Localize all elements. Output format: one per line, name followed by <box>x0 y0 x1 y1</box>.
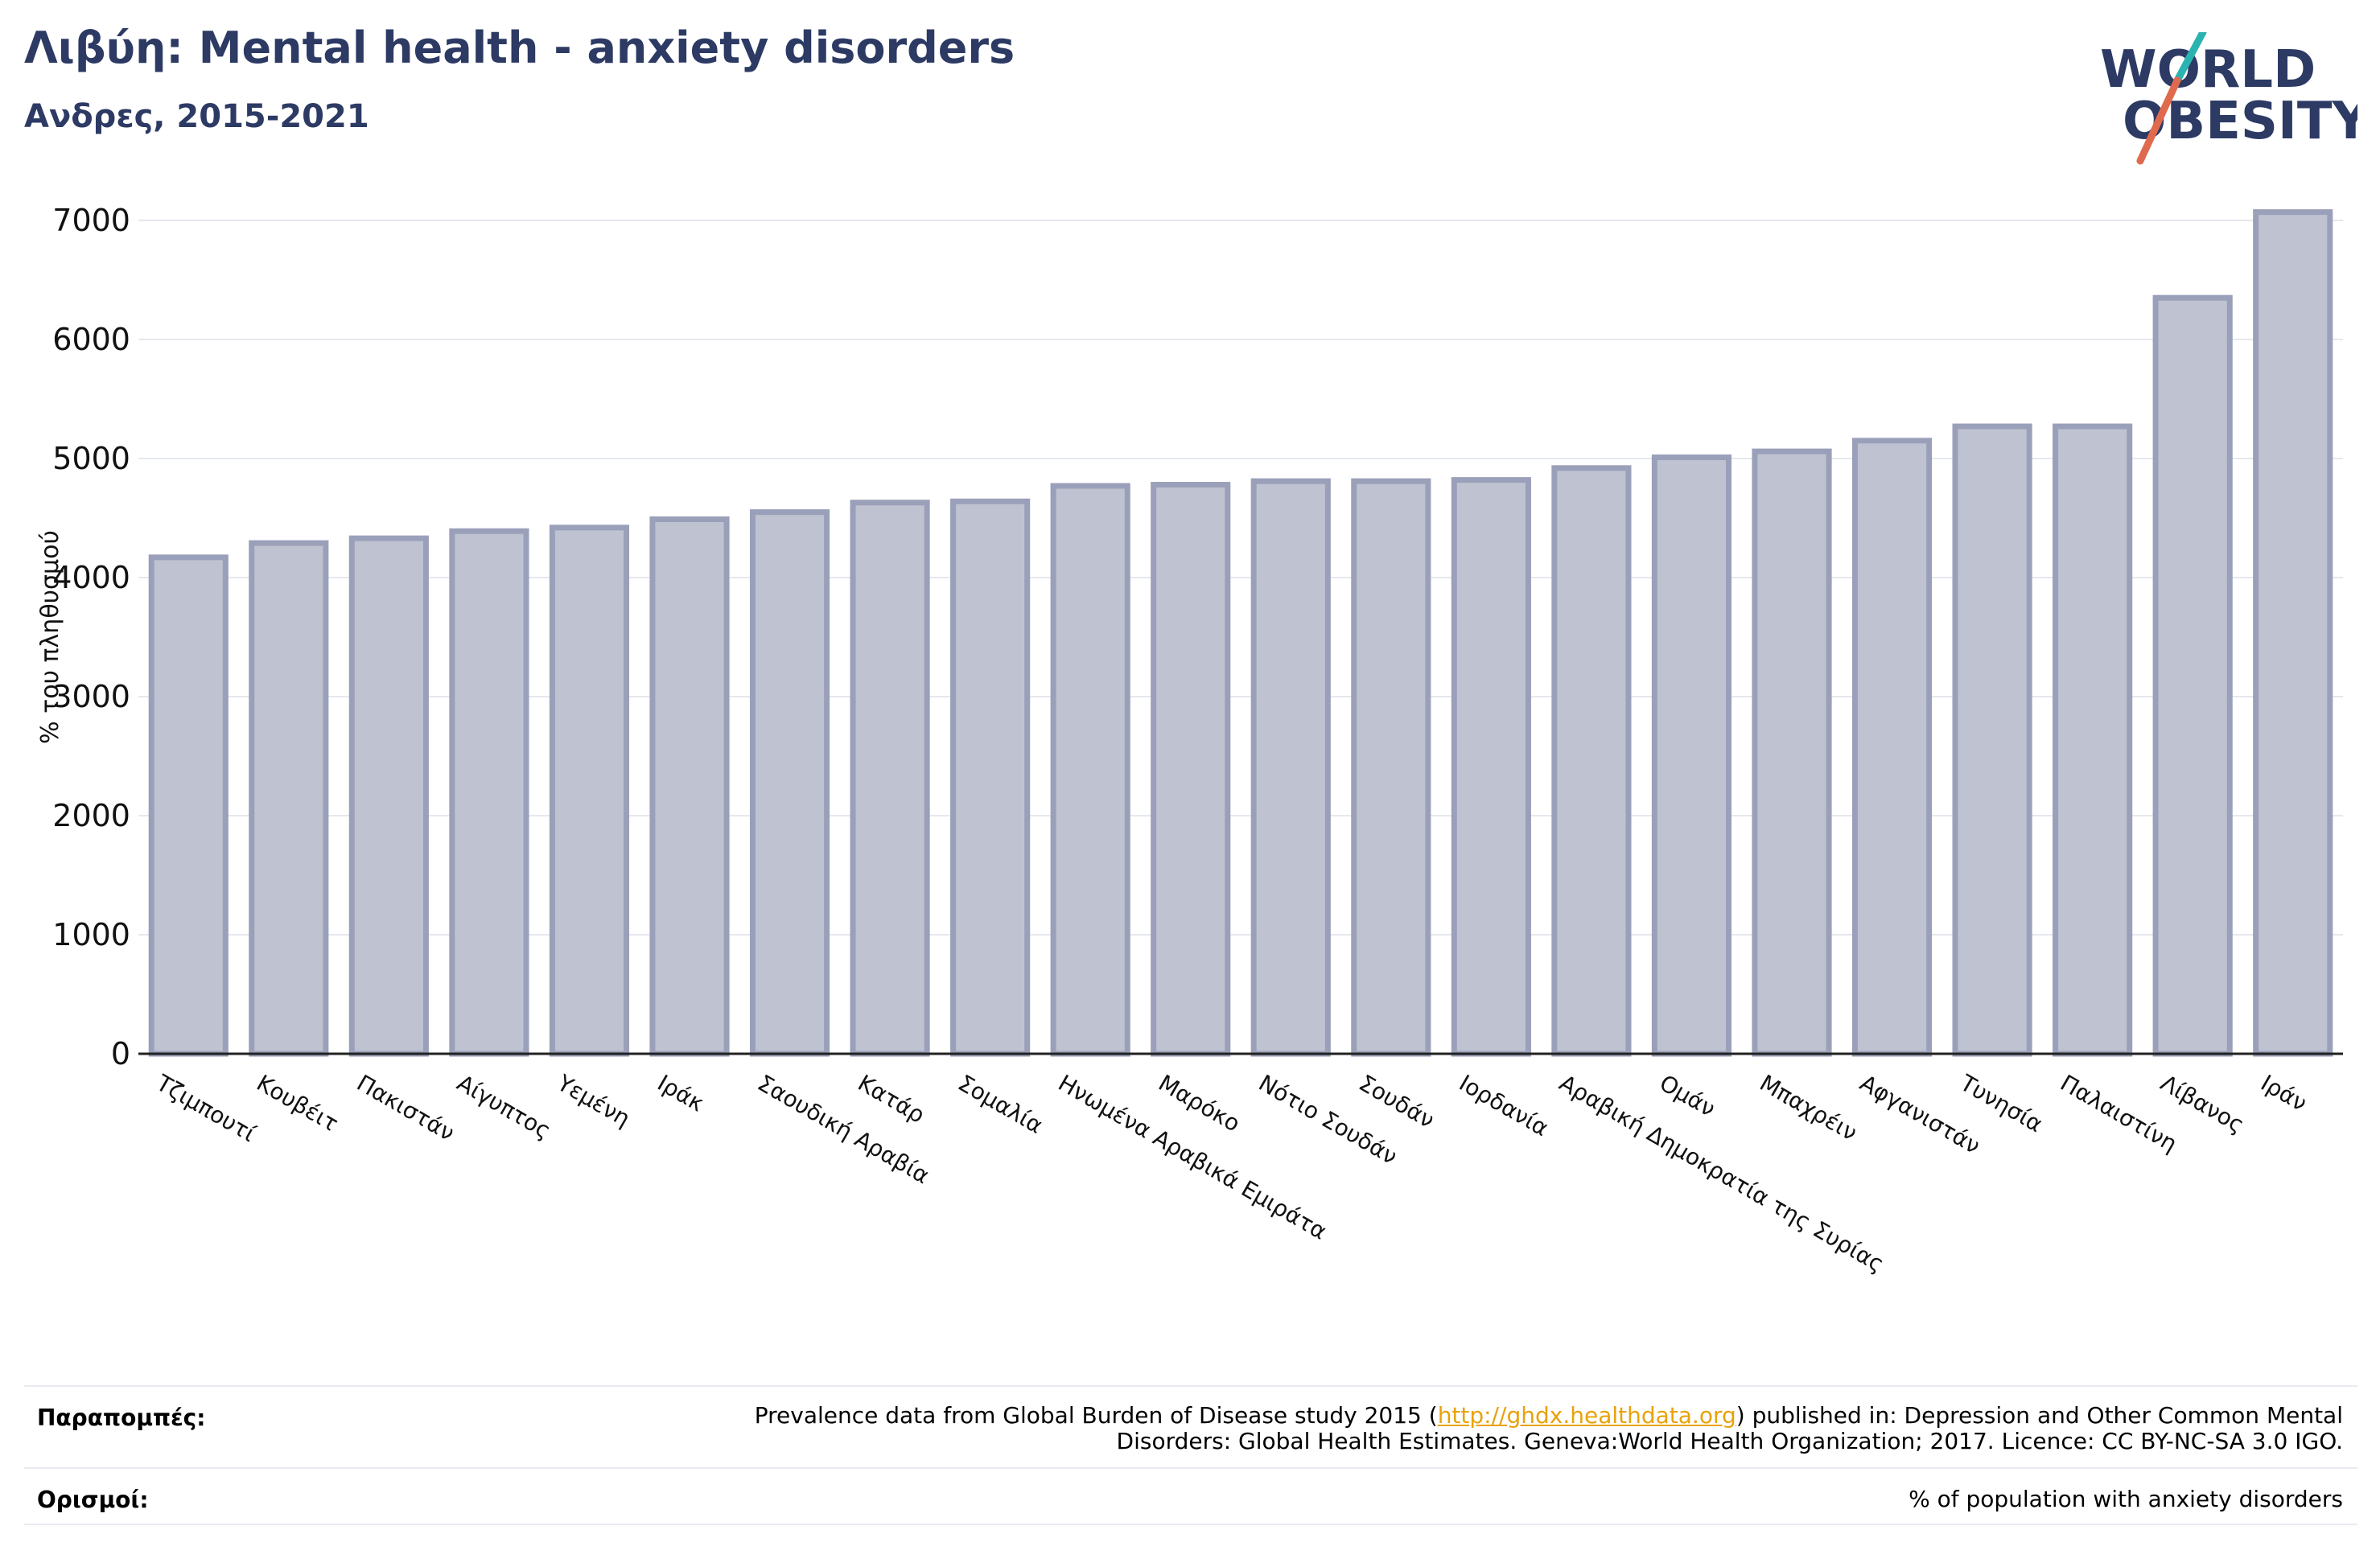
references-text-line2: Disorders: Global Health Estimates. Gene… <box>1116 1428 2343 1454</box>
bar <box>449 528 529 1057</box>
bar <box>1151 482 1231 1057</box>
bar <box>549 524 630 1057</box>
x-tick-label: Σουδάν <box>1354 1069 1439 1133</box>
bar <box>1250 478 1331 1057</box>
references-text-after: ) published in: Depression and Other Com… <box>1736 1402 2343 1429</box>
footer-divider-mid <box>24 1467 2357 1469</box>
bar <box>649 516 730 1057</box>
bar-chart: 0 1000 2000 3000 4000 5000 6000 7000 % του πληθυ… <box>36 203 2343 1277</box>
bar <box>2152 294 2233 1057</box>
footer-divider-bottom <box>24 1524 2357 1525</box>
chart-subtitle: Ανδρες, 2015-2021 <box>24 98 369 135</box>
logo-line1: WORLD <box>2100 40 2316 100</box>
y-tick-label: 2000 <box>52 798 130 833</box>
x-tick-label: Ιράν <box>2256 1069 2312 1117</box>
definitions-label: Ορισμοί: <box>37 1487 149 1513</box>
x-tick-label: Πακιστάν <box>352 1069 459 1146</box>
x-tick-label: Σομαλία <box>953 1069 1048 1138</box>
y-tick-label: 4000 <box>52 560 130 595</box>
bar <box>1651 454 1732 1057</box>
x-tick-label: Τζιμπουτί <box>151 1069 261 1147</box>
y-tick-label: 5000 <box>52 441 130 476</box>
footer-divider-top <box>24 1385 2357 1387</box>
y-tick-label: 3000 <box>52 679 130 714</box>
references-text-before: Prevalence data from Global Burden of Di… <box>754 1402 1438 1429</box>
bar <box>1351 478 1431 1057</box>
y-tick-label: 6000 <box>52 322 130 357</box>
definitions-text: % of population with anxiety disorders <box>1909 1486 2343 1512</box>
logo-slash-bottom <box>2136 76 2181 165</box>
y-tick-label: 0 <box>111 1036 130 1071</box>
bar <box>1851 438 1933 1057</box>
world-obesity-logo: WORLD OBESITY <box>2100 32 2357 165</box>
x-tick-label: Κουβέιτ <box>252 1069 343 1137</box>
y-axis-label: % του πληθυσμού <box>36 530 64 744</box>
x-tick-label: Ιράκ <box>653 1069 709 1117</box>
x-tick-label: Κατάρ <box>854 1069 929 1129</box>
references-link[interactable]: http://ghdx.healthdata.org <box>1437 1402 1736 1429</box>
x-tick-label: Ιορδανία <box>1455 1069 1553 1141</box>
bar <box>749 509 830 1057</box>
bar <box>1451 477 1531 1057</box>
bar <box>950 498 1031 1057</box>
x-tick-label: Μπαχρέιν <box>1756 1069 1862 1145</box>
bar <box>1050 483 1130 1057</box>
bar <box>1752 448 1832 1057</box>
x-tick-label: Ομάν <box>1655 1069 1720 1122</box>
chart-title: Λιβύη: Mental health - anxiety disorders <box>24 23 1015 73</box>
bar <box>348 535 429 1057</box>
y-tick-label: 7000 <box>52 203 130 238</box>
bar <box>850 500 930 1057</box>
bar <box>2253 209 2333 1057</box>
x-tick-label: Υεμένη <box>552 1069 635 1132</box>
bar <box>1551 465 1632 1057</box>
bar <box>1952 423 2032 1057</box>
y-tick-label: 1000 <box>52 917 130 952</box>
x-tick-label: Σαουδική Αραβία <box>753 1069 934 1189</box>
bar <box>148 554 229 1057</box>
bar <box>249 540 329 1057</box>
x-tick-label: Αίγυπτος <box>452 1069 555 1144</box>
bar <box>2053 423 2133 1057</box>
references-label: Παραπομπές: <box>37 1405 206 1431</box>
logo-slash-top <box>2173 32 2207 84</box>
references-text: Prevalence data from Global Burden of Di… <box>755 1403 2343 1454</box>
x-tick-label: Αραβική Δημοκρατία της Συρίας <box>1554 1069 1888 1277</box>
